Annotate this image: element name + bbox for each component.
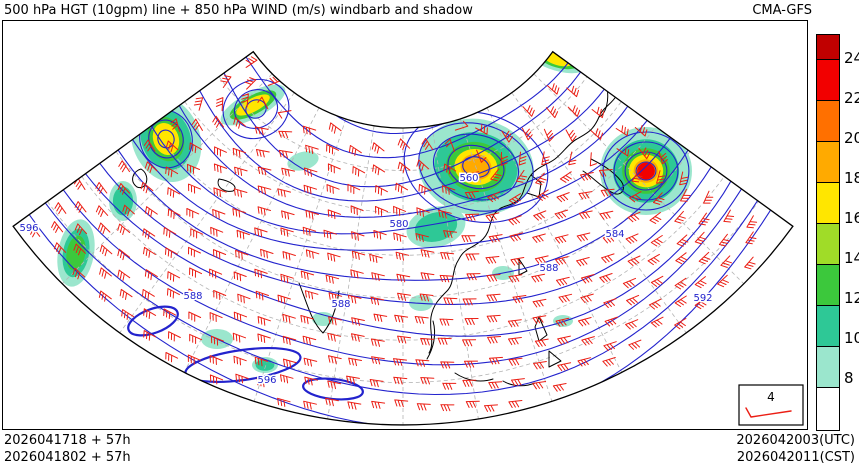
wind-speed-shading-layer bbox=[57, 51, 692, 373]
barb-legend-symbol bbox=[745, 407, 792, 418]
colorbar-label: 24 bbox=[844, 49, 859, 67]
colorbar-label: 10 bbox=[844, 329, 859, 347]
colorbar-cell bbox=[816, 182, 840, 224]
colorbar-label: 14 bbox=[844, 249, 859, 267]
contour-label: 588 bbox=[183, 291, 202, 302]
contour-label: 584 bbox=[605, 229, 624, 240]
colorbar-cell bbox=[816, 387, 840, 431]
contour-label: 588 bbox=[539, 263, 558, 274]
model-name: CMA-GFS bbox=[752, 3, 812, 18]
coastlines-layer bbox=[132, 51, 640, 387]
contour-label: 596 bbox=[257, 375, 276, 386]
colorbar-cell bbox=[816, 100, 840, 142]
colorbar-label: 8 bbox=[844, 369, 854, 387]
colorbar-cell bbox=[816, 59, 840, 101]
colorbar bbox=[816, 34, 840, 431]
colorbar-cell bbox=[816, 346, 840, 388]
colorbar-label: 18 bbox=[844, 169, 859, 187]
colorbar-cell bbox=[816, 34, 840, 60]
valid-time-cst: 2026042011(CST) bbox=[736, 450, 855, 465]
run-time-cst: 2026041802 + 57h bbox=[4, 450, 131, 465]
wind-barbs-layer bbox=[28, 56, 758, 412]
barb-legend-value: 4 bbox=[767, 390, 775, 404]
map-boundary bbox=[12, 50, 794, 426]
colorbar-label: 16 bbox=[844, 209, 859, 227]
contour-label: 592 bbox=[693, 293, 712, 304]
contour-label: 596 bbox=[19, 223, 38, 234]
colorbar-cell bbox=[816, 305, 840, 347]
contour-label: 580 bbox=[389, 219, 408, 230]
run-time-utc: 2026041718 + 57h bbox=[4, 433, 131, 448]
contour-label: 588 bbox=[331, 299, 350, 310]
colorbar-label: 20 bbox=[844, 129, 859, 147]
colorbar-label: 22 bbox=[844, 89, 859, 107]
colorbar-cell bbox=[816, 141, 840, 183]
weather-map: 596 588 596 588 580 560 584 588 592 4 bbox=[12, 50, 804, 426]
colorbar-label: 12 bbox=[844, 289, 859, 307]
colorbar-cell bbox=[816, 223, 840, 265]
height-contours-layer bbox=[28, 51, 772, 425]
map-frame: 596 588 596 588 580 560 584 588 592 4 bbox=[2, 20, 808, 430]
colorbar-cell bbox=[816, 264, 840, 306]
barb-legend-box: 4 bbox=[738, 384, 804, 426]
chart-title: 500 hPa HGT (10gpm) line + 850 hPa WIND … bbox=[4, 3, 473, 18]
contour-label: 560 bbox=[459, 173, 478, 184]
valid-time-utc: 2026042003(UTC) bbox=[736, 433, 855, 448]
